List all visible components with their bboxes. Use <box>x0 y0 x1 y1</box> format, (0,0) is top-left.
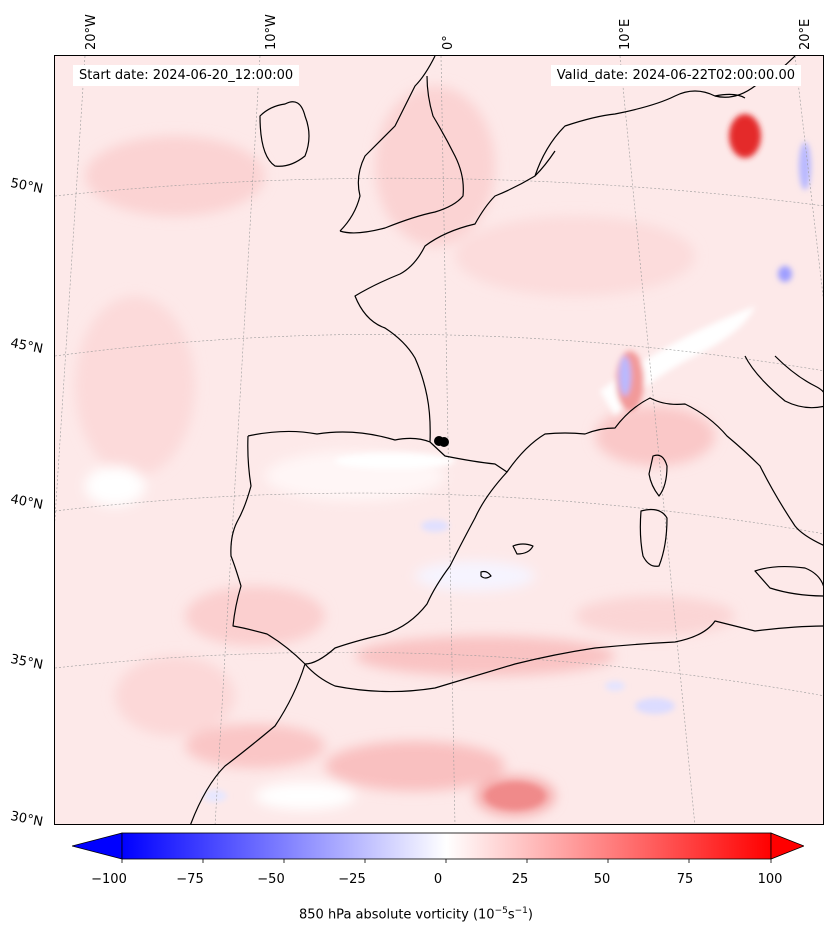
start-date-label: Start date: 2024-06-20_12:00:00 <box>73 65 300 86</box>
valid-date-label: Valid_date: 2024-06-22T02:00:00.00 <box>550 65 801 86</box>
colorbar-tick-label: 75 <box>676 872 694 887</box>
colorbar-tick-label: −75 <box>176 872 204 887</box>
colorbar-title: 850 hPa absolute vorticity (10−5s−1) <box>299 906 533 923</box>
lat-label-50n: 50°N <box>9 176 45 197</box>
lat-label-30n: 30°N <box>9 809 45 830</box>
colorbar <box>72 832 804 863</box>
colorbar-tick-label: −50 <box>257 872 285 887</box>
lat-label-35n: 35°N <box>9 652 45 673</box>
lat-label-45n: 45°N <box>9 336 45 357</box>
colorbar-gradient <box>121 832 772 860</box>
colorbar-tick-label: −100 <box>91 872 127 887</box>
vorticity-map <box>55 56 823 824</box>
lon-label-20e: 20°E <box>798 18 813 50</box>
vorticity-features <box>203 114 811 810</box>
lon-label-10w: 10°W <box>264 14 279 50</box>
colorbar-tick-label: 0 <box>433 872 443 887</box>
coastlines <box>190 56 823 824</box>
colorbar-tick-label: 50 <box>593 872 611 887</box>
colorbar-max-extend <box>770 832 804 860</box>
colorbar-ticks <box>121 859 772 863</box>
colorbar-tick-label: 100 <box>757 872 783 887</box>
lon-label-0: 0° <box>441 35 456 50</box>
colorbar-tick-label: −25 <box>338 872 366 887</box>
colorbar-tick-label: 25 <box>511 872 529 887</box>
lon-label-10e: 10°E <box>618 18 633 50</box>
lon-label-20w: 20°W <box>84 14 99 50</box>
location-marker <box>434 436 449 447</box>
vorticity-field-blobs <box>75 86 735 816</box>
colorbar-min-extend <box>72 832 123 860</box>
gridlines <box>55 56 823 824</box>
map-panel: Start date: 2024-06-20_12:00:00 Valid_da… <box>54 55 824 825</box>
lat-label-40n: 40°N <box>9 492 45 513</box>
